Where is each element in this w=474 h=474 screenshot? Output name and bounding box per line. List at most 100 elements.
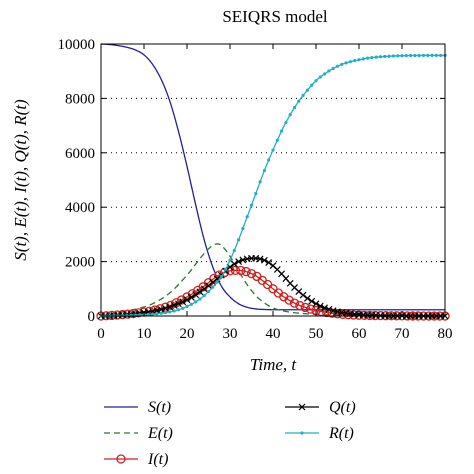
data-point-marker [417, 53, 421, 58]
x-tick-label: 70 [395, 326, 410, 342]
y-tick-label: 4000 [65, 200, 95, 216]
data-point-marker [189, 302, 193, 306]
data-point-marker [280, 129, 284, 133]
legend-label: Q(t) [329, 399, 356, 416]
data-point-marker [335, 64, 340, 68]
data-point-marker [185, 304, 189, 309]
data-point-marker [439, 53, 443, 58]
x-tick-label: 10 [137, 326, 152, 342]
x-tick-label: 80 [438, 326, 453, 342]
data-point-marker [228, 258, 232, 262]
data-point-marker [295, 300, 305, 311]
data-point-marker [292, 105, 297, 110]
data-point-marker [236, 265, 246, 276]
data-point-marker [187, 293, 195, 301]
data-point-marker [396, 54, 400, 58]
data-point-marker [275, 138, 279, 142]
data-point-marker [265, 259, 273, 266]
data-point-marker [303, 294, 311, 302]
y-tick-label: 10000 [58, 37, 96, 53]
data-point-marker [340, 62, 344, 66]
data-point-marker [116, 454, 126, 464]
legend-entry: E(t) [104, 425, 173, 442]
data-point-marker [232, 248, 236, 253]
data-point-marker [202, 294, 206, 298]
data-point-marker [181, 306, 185, 310]
data-point-marker [162, 304, 169, 312]
data-point-marker [409, 53, 413, 58]
data-point-marker [331, 66, 335, 71]
axes: 0 2000 4000 6000 8000 10000 0 10 20 30 40 50 60 70 80 [58, 37, 453, 342]
data-point-marker [241, 226, 245, 231]
data-point-marker [353, 59, 357, 63]
data-point-marker [327, 69, 331, 73]
data-point-marker [211, 285, 215, 289]
data-point-marker [163, 311, 168, 315]
legend-label: R(t) [328, 425, 354, 442]
data-point-marker [361, 57, 365, 61]
series-line [100, 43, 445, 311]
data-point-marker [284, 295, 294, 305]
legend-label: E(t) [147, 425, 173, 442]
data-point-marker [344, 61, 348, 65]
data-point-marker [366, 56, 370, 60]
series-qt [97, 254, 449, 320]
data-point-marker [224, 267, 228, 271]
data-point-marker [192, 291, 200, 299]
data-point-marker [245, 215, 249, 219]
y-tick-label: 2000 [65, 255, 95, 271]
data-point-marker [383, 54, 387, 59]
data-point-marker [254, 192, 258, 196]
data-point-marker [241, 266, 251, 277]
data-point-marker [230, 260, 238, 268]
data-point-marker [146, 312, 150, 316]
data-point-marker [426, 53, 430, 58]
legend-entry: Q(t) [285, 399, 356, 416]
x-tick-label: 30 [223, 326, 238, 342]
data-point-marker [310, 83, 314, 87]
plot-frame [100, 43, 446, 317]
data-point-marker [249, 203, 254, 207]
x-axis-label: Time, t [250, 355, 298, 374]
series-line [100, 54, 445, 317]
data-point-marker [237, 238, 241, 242]
data-point-marker [125, 313, 129, 318]
data-point-marker [166, 303, 174, 311]
data-point-marker [305, 304, 316, 314]
data-point-marker [235, 258, 243, 266]
chart-title: SEIQRS model [222, 7, 328, 26]
data-point-marker [314, 79, 318, 83]
data-point-marker [271, 148, 275, 152]
data-point-marker [421, 53, 426, 58]
data-point-marker [168, 310, 172, 314]
data-point-marker [176, 308, 180, 312]
data-point-marker [332, 309, 343, 319]
data-point-marker [318, 75, 322, 79]
legend-entry: S(t) [104, 399, 171, 416]
data-point-marker [348, 60, 352, 64]
legend-entry: I(t) [104, 451, 168, 468]
data-point-marker [219, 274, 223, 279]
data-point-marker [413, 53, 417, 58]
data-point-marker [430, 53, 434, 58]
x-tick-label: 20 [180, 326, 195, 342]
series-et [100, 243, 445, 317]
x-tick-label: 50 [309, 326, 324, 342]
data-point-marker [159, 311, 163, 315]
data-point-marker [321, 304, 329, 312]
data-point-marker [172, 309, 176, 313]
data-point-marker [284, 120, 288, 125]
x-tick-label: 0 [97, 326, 105, 342]
data-point-marker [297, 99, 301, 103]
data-point-marker [404, 53, 408, 58]
data-point-marker [370, 55, 374, 60]
data-point-marker [256, 255, 264, 263]
x-tick-label: 60 [352, 326, 367, 342]
data-point-marker [325, 305, 333, 313]
data-point-marker [391, 54, 395, 58]
data-point-marker [174, 300, 182, 308]
data-point-marker [400, 54, 404, 58]
series-line [100, 243, 445, 317]
data-point-marker [301, 93, 305, 98]
data-point-marker [200, 285, 208, 293]
